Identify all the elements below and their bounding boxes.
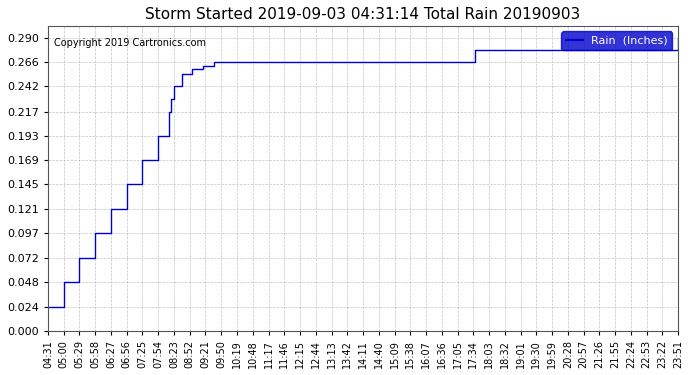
Legend: Rain  (Inches): Rain (Inches) bbox=[562, 32, 673, 50]
Title: Storm Started 2019-09-03 04:31:14 Total Rain 20190903: Storm Started 2019-09-03 04:31:14 Total … bbox=[146, 7, 581, 22]
Text: Copyright 2019 Cartronics.com: Copyright 2019 Cartronics.com bbox=[55, 38, 206, 48]
